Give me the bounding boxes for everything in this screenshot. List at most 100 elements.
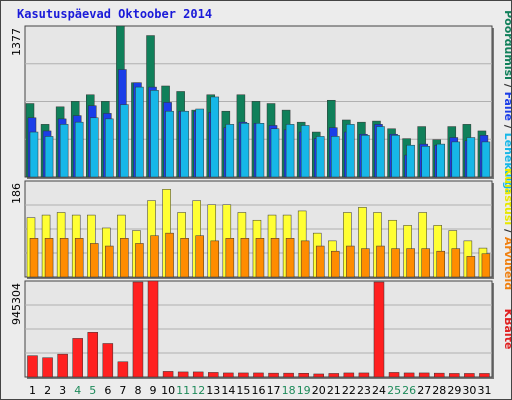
xtick-label: 10 [161,384,175,397]
xtick-label: 7 [119,384,126,397]
bar-arvuteid [180,238,189,278]
xtick-label: 9 [150,384,157,397]
bar-kbaite [343,372,355,378]
series-legend: Külastusi / Arvuteid [502,168,511,290]
legend-entry: Arvuteid [502,237,511,290]
bar-kbaite [403,372,415,378]
bar-kbaite [449,373,460,378]
bar-arvuteid [361,248,370,278]
bar-kbaite [72,338,83,378]
bar-kbaite [253,372,264,378]
xtick-label: 29 [447,384,461,397]
bar-kbaite [162,371,174,378]
bar-kbaite [464,373,475,378]
xtick-label: 18 [282,384,296,397]
bar-arvuteid [74,238,84,278]
xtick-label: 22 [342,384,356,397]
bar-arvuteid [44,238,54,278]
bar-arvuteid [406,248,415,278]
bar-arvuteid [436,250,445,278]
bar-lehekulgi [105,118,114,178]
bar-arvuteid [315,245,325,278]
legend-entry: Faile [502,92,511,121]
bar-kbaite [147,280,159,378]
bar-arvuteid [105,245,114,278]
bar-arvuteid [225,238,235,278]
bar-lehekulgi [331,136,340,178]
bar-arvuteid [240,238,250,278]
legend-entry: / [502,121,511,133]
ytick-label: 945304 [10,283,23,325]
series-legend: KBaite [502,309,511,350]
bar-kbaite [223,372,234,378]
xtick-label: 13 [206,384,220,397]
xtick-label: 21 [327,384,341,397]
xtick-label: 3 [59,384,66,397]
bar-arvuteid [391,248,400,278]
series-legend: Pöördumisi / Faile / Lehekülgi [502,10,511,193]
bar-lehekulgi [165,110,174,178]
xtick-label: 14 [221,384,235,397]
bar-kbaite [358,372,370,378]
xtick-label: 28 [432,384,446,397]
bar-kbaite [192,371,204,378]
bar-arvuteid [270,238,280,278]
xtick-label: 8 [134,384,141,397]
bar-arvuteid [120,238,129,278]
bar-lehekulgi [120,104,129,178]
bar-kbaite [328,373,340,378]
bar-lehekulgi [270,128,280,178]
xtick-label: 27 [417,384,431,397]
bar-arvuteid [59,238,69,278]
bar-kbaite [388,372,400,378]
bar-arvuteid [210,240,220,278]
bar-lehekulgi [315,136,325,178]
bar-lehekulgi [466,137,476,178]
legend-entry: Külastusi [502,168,511,225]
bar-lehekulgi [421,146,430,178]
bar-kbaite [373,281,385,378]
bar-kbaite [42,357,53,378]
bar-lehekulgi [481,141,491,178]
bar-kbaite [283,372,294,378]
bar-kbaite [102,343,114,378]
bar-arvuteid [346,245,355,278]
xtick-label: 17 [267,384,281,397]
bar-arvuteid [421,248,430,278]
xtick-label: 5 [89,384,96,397]
ytick-label: 186 [10,183,23,204]
bar-lehekulgi [44,136,54,178]
bar-arvuteid [376,245,385,278]
xtick-label: 4 [74,384,81,397]
xtick-label: 2 [44,384,51,397]
bar-lehekulgi [150,90,159,178]
bar-lehekulgi [240,123,250,178]
bar-lehekulgi [255,123,265,178]
bar-lehekulgi [346,124,355,178]
xtick-label: 1 [29,384,36,397]
bar-lehekulgi [59,124,69,178]
xtick-label: 25 [387,384,401,397]
legend-entry: / [502,225,511,237]
xtick-label: 26 [402,384,416,397]
bar-lehekulgi [300,125,310,178]
bar-lehekulgi [29,131,39,178]
bar-lehekulgi [74,121,84,178]
xtick-label: 24 [372,384,386,397]
xtick-label: 6 [104,384,111,397]
bar-kbaite [177,371,189,378]
bar-lehekulgi [451,141,461,178]
bar-lehekulgi [225,124,235,178]
bar-lehekulgi [210,96,220,178]
xtick-label: 12 [191,384,205,397]
legend-entry: / [502,80,511,92]
legend-entry: KBaite [502,309,511,350]
xtick-label: 16 [252,384,266,397]
bar-kbaite [418,372,430,378]
xtick-label: 19 [297,384,311,397]
bar-lehekulgi [195,108,204,178]
bar-kbaite [433,372,445,378]
xtick-label: 15 [236,384,250,397]
xtick-label: 30 [462,384,476,397]
